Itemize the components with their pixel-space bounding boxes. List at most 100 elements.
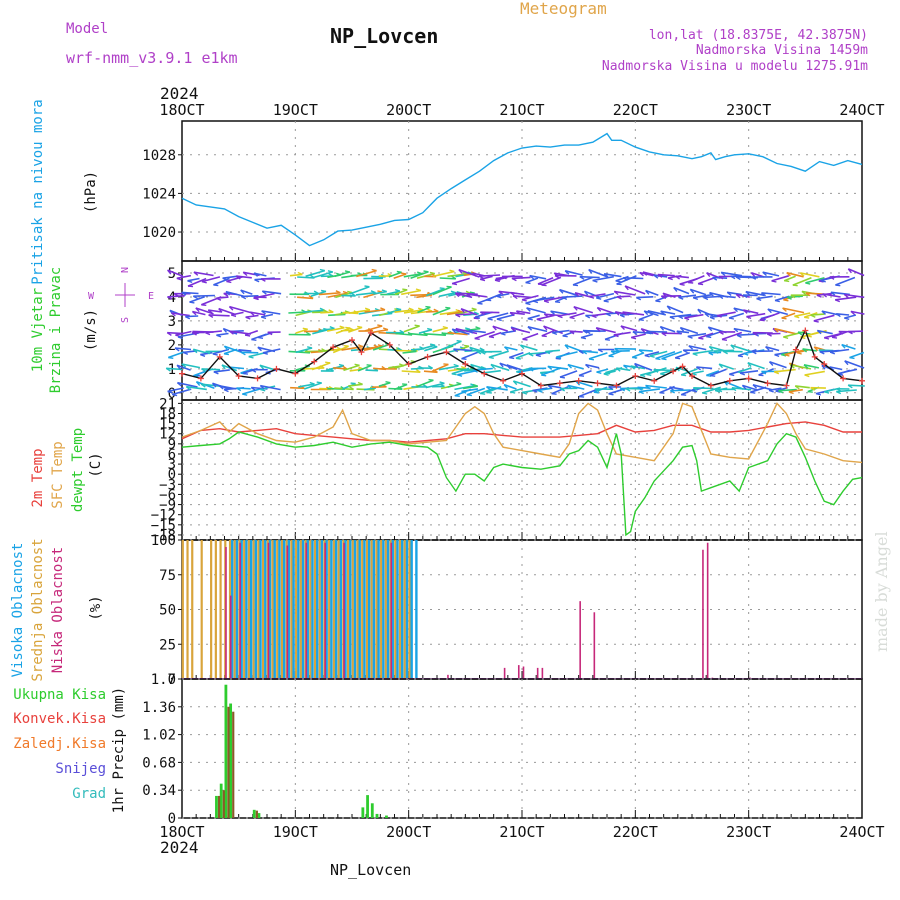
wind-barb-head: [172, 393, 178, 397]
wind-barb-head: [726, 291, 732, 296]
precip-y-tick-label: 0: [168, 811, 176, 827]
wind-barb: [468, 329, 486, 334]
wind-barb-head: [792, 284, 798, 287]
wind-barb-head: [596, 297, 602, 300]
wind-barb: [185, 315, 199, 318]
wind-barb-head: [166, 332, 172, 336]
wind-barb: [355, 291, 376, 296]
wind-barb-head: [801, 290, 807, 296]
wind-barb-head: [782, 307, 787, 312]
wind-barb-head: [414, 324, 420, 327]
wind-barb-head: [259, 364, 264, 370]
wind-barb-head: [408, 307, 414, 311]
wind-barb-head: [466, 293, 472, 298]
wind-barb: [262, 348, 281, 354]
pressure-unit-label: (hPa): [83, 171, 99, 213]
wind-barb: [305, 269, 326, 278]
wind-barb: [552, 329, 570, 334]
wind-gust-marker: [424, 353, 431, 360]
wind-barb: [769, 361, 787, 369]
wind-barb-head: [377, 324, 383, 327]
cloud-high-label: Visoka Oblacnost: [10, 543, 26, 678]
wind-barb-head: [335, 290, 341, 294]
wind-barb-head: [678, 315, 684, 320]
wind-barb: [617, 295, 631, 298]
wind-barb: [460, 307, 478, 316]
wind-barb-head: [579, 395, 585, 398]
wind-barb-head: [709, 316, 715, 320]
wind-barb: [187, 277, 207, 287]
wind-y-tick-label: 4: [168, 290, 176, 306]
wind-barb: [212, 348, 230, 355]
wind-barb-head: [170, 312, 176, 317]
wind-barb-head: [728, 317, 735, 320]
wind-barb-head: [427, 327, 433, 331]
wind-barb: [241, 351, 259, 354]
wind-barb-head: [456, 340, 462, 342]
wind-barb-head: [786, 296, 792, 300]
wind-barb-head: [582, 329, 588, 334]
wind-barb-head: [460, 365, 467, 370]
wind-barb-head: [242, 393, 248, 396]
wind-barb-head: [632, 331, 638, 336]
wind-barb: [521, 294, 539, 301]
wind-barb-head: [615, 280, 621, 283]
wind-barb-head: [608, 355, 614, 358]
compass-n-label: N: [120, 267, 131, 273]
cloud-low-label: Niska Oblacnost: [50, 547, 66, 673]
wind-barb-head: [752, 332, 758, 336]
wind-barb-head: [640, 374, 646, 378]
wind-barb-head: [380, 307, 386, 311]
wind-barb-head: [521, 391, 528, 395]
wind-barb-head: [400, 272, 407, 275]
chart-subtitle: Meteogram: [520, 0, 607, 18]
wind-gust-marker: [811, 353, 818, 360]
wind-barb: [193, 271, 214, 277]
wind-barb-head: [844, 360, 849, 366]
wind-barb-head: [467, 271, 473, 275]
wind-barb-head: [781, 317, 787, 320]
precip-bar-conv: [255, 810, 258, 818]
wind-barb: [224, 345, 244, 354]
precip-bar-total: [224, 684, 228, 818]
wind-barb-head: [242, 271, 248, 277]
wind-barb: [562, 295, 583, 298]
wind-barb: [177, 381, 198, 388]
wind-barb-head: [526, 307, 531, 312]
wind-barb-head: [718, 295, 724, 300]
wind-barb-head: [510, 327, 516, 332]
wind-barb: [310, 290, 327, 298]
wind-barb-head: [364, 285, 370, 288]
wind-barb-head: [630, 365, 636, 370]
wind-barb-head: [789, 364, 795, 369]
wind-barb-head: [475, 326, 481, 330]
wind-barb-head: [804, 374, 810, 378]
wind-barb: [410, 271, 429, 279]
wind-gust-marker: [726, 377, 733, 384]
wind-barb: [687, 275, 705, 284]
wind-barb: [492, 325, 509, 332]
wind-barb: [557, 312, 577, 317]
wind-barb: [716, 311, 736, 317]
wind-barb-head: [772, 328, 778, 333]
wind-barb-head: [708, 346, 714, 351]
wind-barb-head: [810, 314, 816, 318]
wind-barb-head: [575, 381, 581, 386]
precip-bar-total: [385, 815, 388, 818]
wind-barb: [537, 387, 553, 392]
panel-frame-5: [181, 678, 863, 819]
wind-barb: [447, 383, 462, 388]
wind-barb-head: [673, 287, 678, 292]
wind-barb: [216, 332, 229, 336]
wind-barb-head: [741, 384, 747, 390]
wind-barb-head: [589, 295, 595, 299]
wind-gust-marker: [670, 368, 677, 375]
wind-barb: [675, 275, 689, 279]
wind-barb: [416, 379, 434, 388]
wind-barb-head: [637, 386, 643, 391]
wind-barb-head: [759, 319, 765, 322]
wind-barb: [176, 274, 192, 280]
wind-barb: [167, 387, 184, 393]
wind-barb-head: [631, 336, 637, 340]
wind-barb: [470, 363, 487, 370]
